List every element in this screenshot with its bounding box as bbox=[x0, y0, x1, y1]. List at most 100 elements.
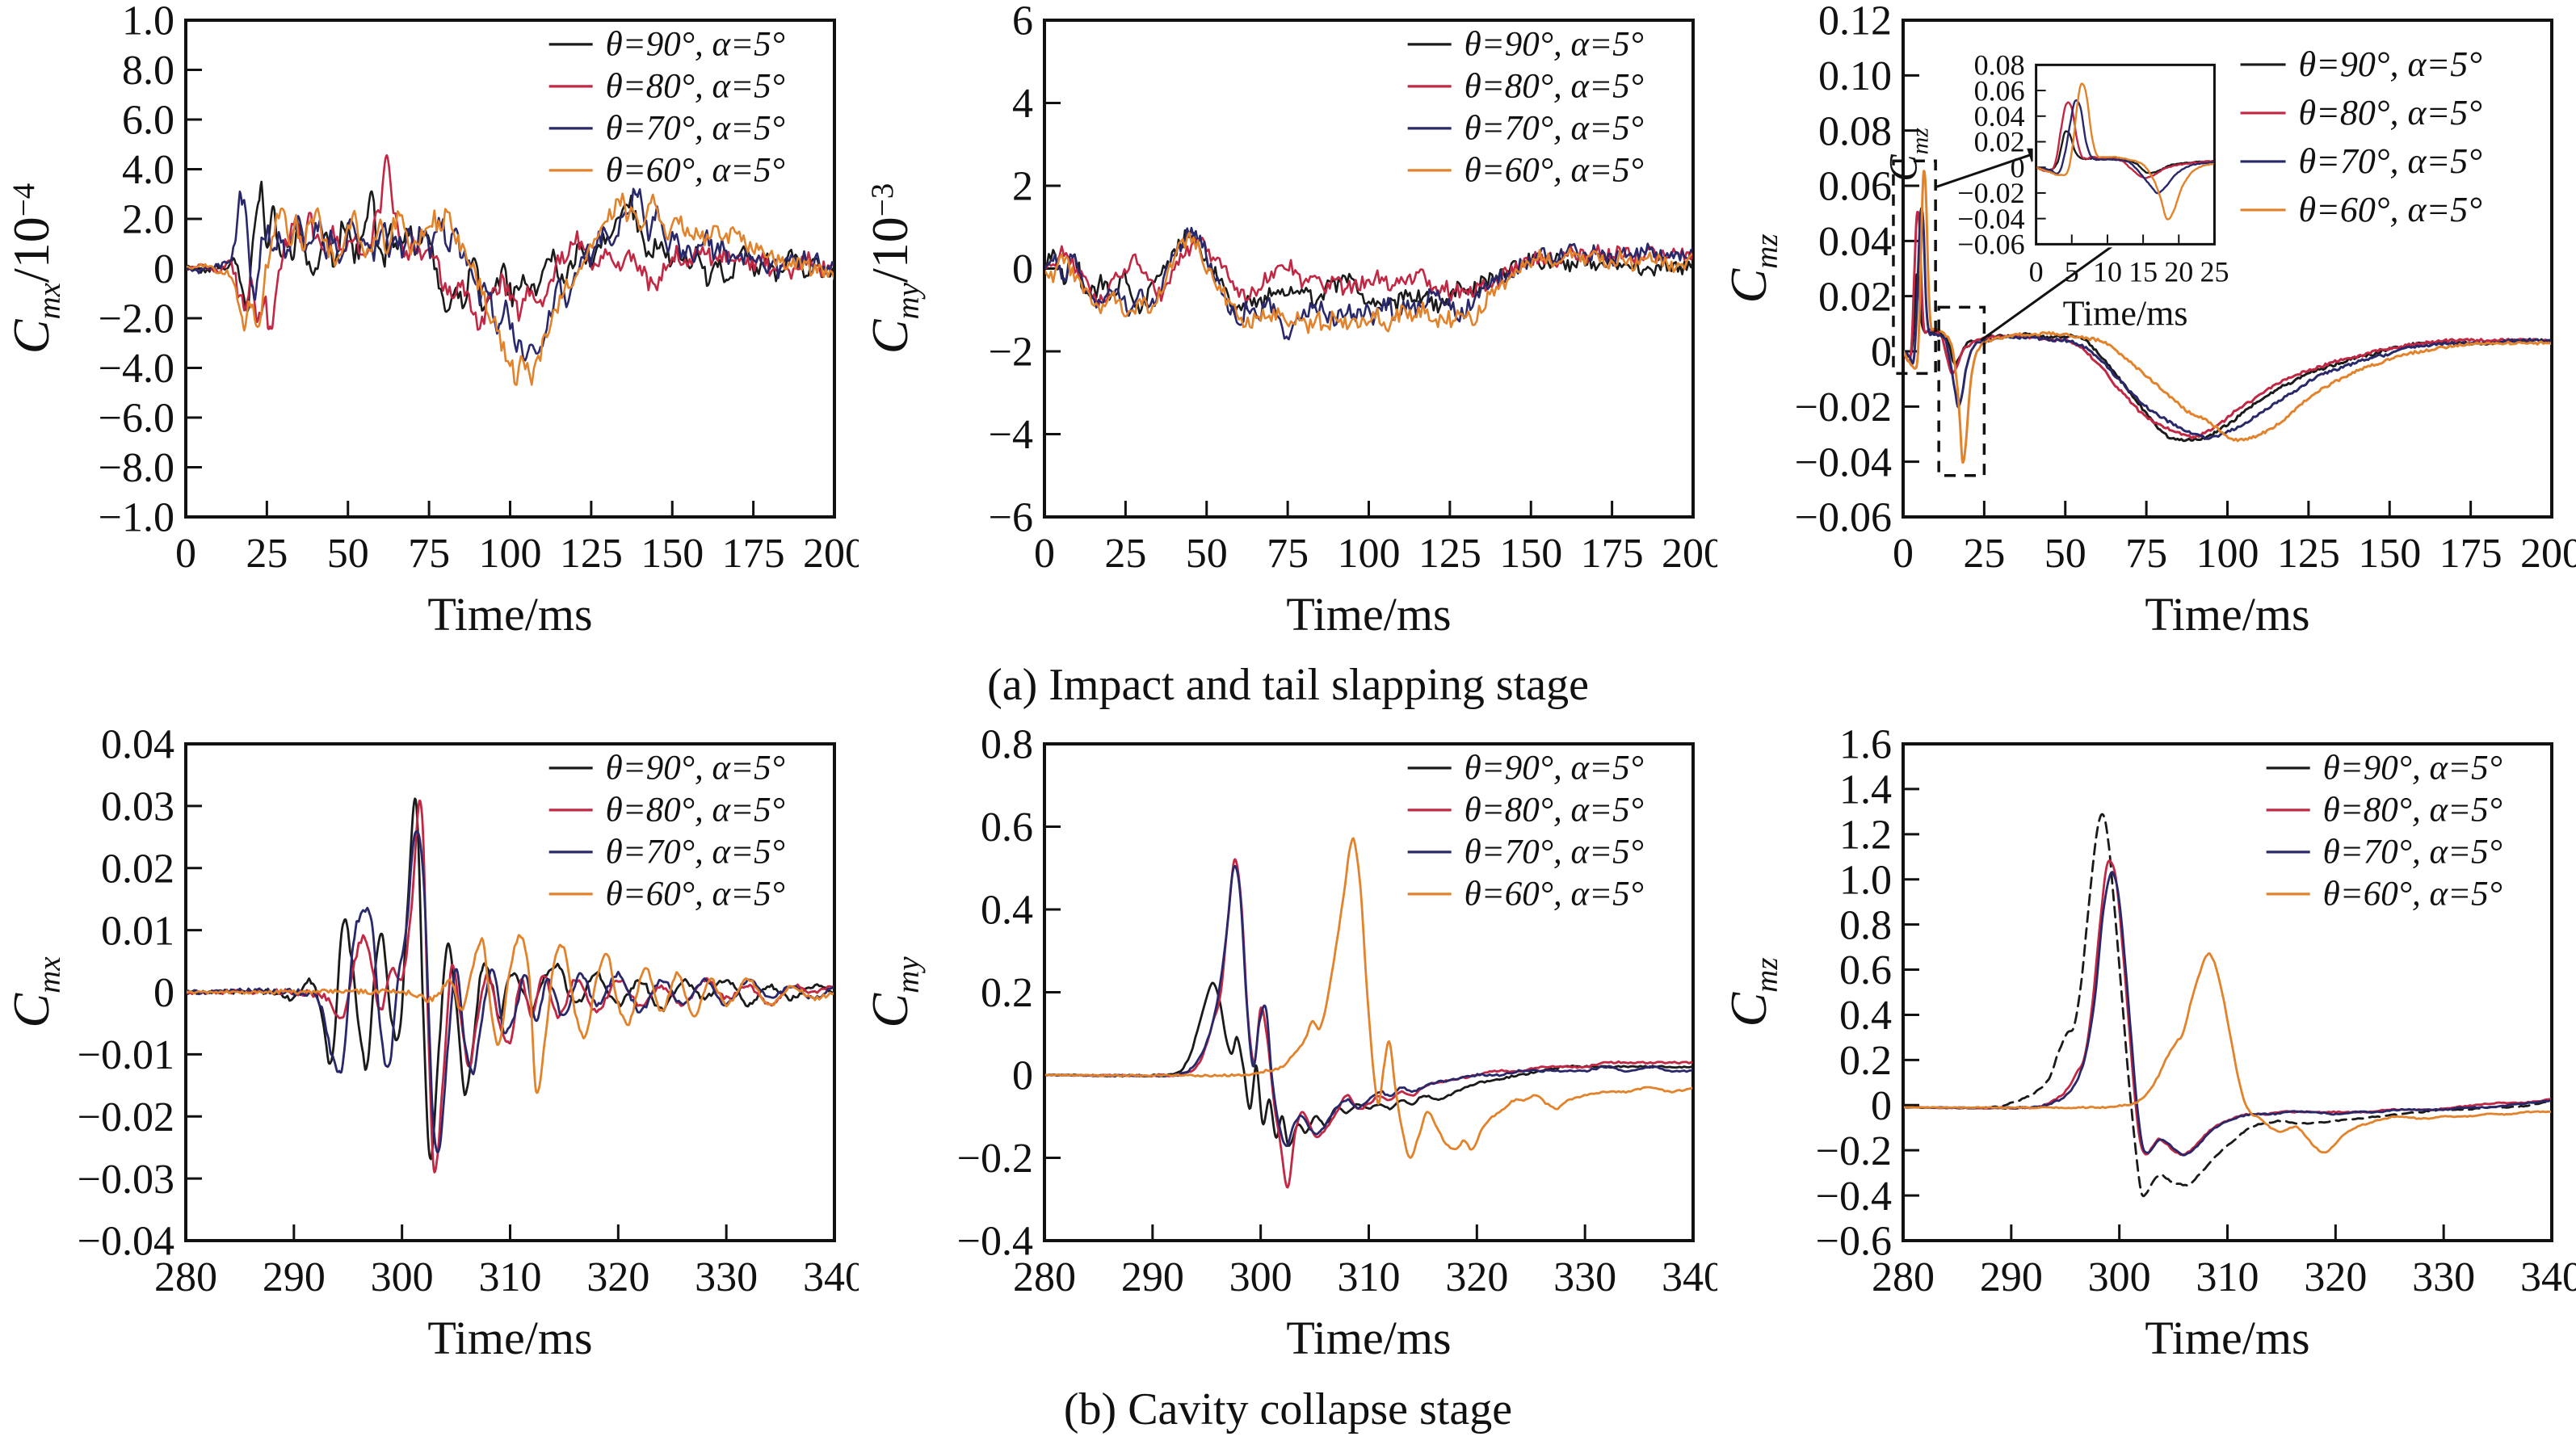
svg-text:0: 0 bbox=[1034, 531, 1055, 577]
svg-text:175: 175 bbox=[2439, 531, 2502, 577]
svg-text:0: 0 bbox=[1871, 1083, 1892, 1129]
axes bbox=[184, 742, 836, 1242]
svg-text:200: 200 bbox=[1662, 531, 1717, 577]
series-orange bbox=[1045, 231, 1692, 334]
svg-text:Time/ms: Time/ms bbox=[2145, 1312, 2309, 1364]
legend-label: θ=70°, α=5° bbox=[606, 110, 785, 148]
y-axis-label: Cmz bbox=[1720, 233, 1784, 303]
legend-label: θ=80°, α=5° bbox=[2323, 792, 2502, 830]
svg-text:280: 280 bbox=[1013, 1254, 1076, 1300]
svg-text:0.08: 0.08 bbox=[1818, 108, 1892, 154]
svg-text:−0.04: −0.04 bbox=[1957, 203, 2024, 235]
svg-text:Cmy: Cmy bbox=[861, 956, 926, 1028]
legend-label: θ=80°, α=5° bbox=[606, 68, 785, 106]
series-lines bbox=[1904, 813, 2551, 1198]
legend-label: θ=60°, α=5° bbox=[1464, 152, 1644, 190]
legend-label: θ=90°, α=5° bbox=[606, 26, 785, 64]
svg-text:300: 300 bbox=[1229, 1254, 1292, 1300]
svg-text:0.02: 0.02 bbox=[101, 846, 174, 892]
series-navy bbox=[1045, 226, 1692, 341]
svg-text:2: 2 bbox=[1012, 164, 1033, 210]
svg-text:50: 50 bbox=[1186, 531, 1228, 577]
svg-text:Cmz: Cmz bbox=[1720, 233, 1784, 303]
y-axis-label: Cmy bbox=[861, 956, 926, 1028]
legend-label: θ=70°, α=5° bbox=[1464, 834, 1644, 872]
series-navy bbox=[187, 187, 834, 362]
series-lines bbox=[1045, 226, 1692, 341]
series-black bbox=[1904, 813, 2551, 1198]
svg-text:150: 150 bbox=[1499, 531, 1562, 577]
svg-text:0.12: 0.12 bbox=[1818, 0, 1892, 44]
svg-text:0.04: 0.04 bbox=[1818, 219, 1892, 265]
svg-text:Cmz: Cmz bbox=[1720, 957, 1784, 1027]
panel-cmz-collapse: 1.6 1.4 1.2 1.0 0.8 0.6 0.4 0.2 0 −0.2 −0.4 −0.6 280… bbox=[1717, 724, 2576, 1370]
svg-text:10: 10 bbox=[2093, 255, 2122, 288]
svg-text:0.8: 0.8 bbox=[1839, 902, 1892, 948]
series-orange bbox=[187, 192, 834, 386]
series-red bbox=[2036, 101, 2214, 179]
svg-text:6: 6 bbox=[1012, 0, 1033, 44]
svg-text:100: 100 bbox=[479, 531, 542, 577]
svg-text:280: 280 bbox=[154, 1254, 217, 1300]
svg-text:Time/ms: Time/ms bbox=[1286, 588, 1451, 640]
axes bbox=[1043, 742, 1695, 1242]
svg-text:−0.6: −0.6 bbox=[1816, 1219, 1892, 1265]
svg-text:100: 100 bbox=[2196, 531, 2259, 577]
tick-labels: 1.61.41.21.00.80.60.40.20−0.2−0.4−0.6280… bbox=[1816, 724, 2576, 1364]
legend-label: θ=90°, α=5° bbox=[1464, 26, 1644, 64]
svg-text:330: 330 bbox=[1553, 1254, 1616, 1300]
svg-text:290: 290 bbox=[263, 1254, 326, 1300]
svg-text:340: 340 bbox=[1662, 1254, 1717, 1300]
panel-cmy-collapse: 0.8 0.6 0.4 0.2 0 −0.2 −0.4 280 290 300 310 320 330 3… bbox=[859, 724, 1717, 1370]
tick-labels: 1.08.06.04.02.00−2.0−4.0−6.0−8.0−1.00 25 5… bbox=[99, 0, 859, 640]
chart-cmx-impact: 1.08.06.04.02.00−2.0−4.0−6.0−8.0−1.00 25 5… bbox=[2, 0, 859, 640]
row-collapse-stage: 0.04 0.03 0.02 0.01 0 −0.01 −0.02 −0.03 −0.04 280… bbox=[0, 724, 2576, 1370]
legend-label: θ=70°, α=5° bbox=[606, 834, 785, 872]
tick-labels: 0.120.100.080.060.040.020−0.02−0.04−0.06… bbox=[1795, 0, 2576, 640]
chart-cmz-collapse: 1.61.41.21.00.80.60.40.20−0.2−0.4−0.6280… bbox=[1720, 724, 2576, 1364]
svg-text:150: 150 bbox=[641, 531, 704, 577]
svg-text:−4: −4 bbox=[989, 412, 1033, 458]
tick-marks bbox=[1902, 742, 2553, 1242]
svg-text:−0.4: −0.4 bbox=[957, 1219, 1033, 1265]
svg-text:−1.0: −1.0 bbox=[99, 495, 174, 541]
svg-text:320: 320 bbox=[1445, 1254, 1508, 1300]
panel-cmx-impact: 1.0 8.0 6.0 4.0 2.0 0 −2.0 −4.0 −6.0 −8.0 −1.0 0 25 5… bbox=[0, 0, 859, 646]
svg-text:25: 25 bbox=[246, 531, 288, 577]
svg-text:4.0: 4.0 bbox=[122, 147, 174, 193]
series-orange bbox=[1045, 837, 1692, 1159]
svg-text:Cmy/10−3: Cmy/10−3 bbox=[861, 183, 926, 354]
svg-text:0: 0 bbox=[2029, 255, 2044, 288]
svg-text:340: 340 bbox=[803, 1254, 859, 1300]
svg-text:8.0: 8.0 bbox=[122, 48, 174, 94]
svg-text:310: 310 bbox=[1338, 1254, 1401, 1300]
series-orange bbox=[187, 934, 834, 1094]
svg-text:200: 200 bbox=[2520, 531, 2576, 577]
legend-label: θ=70°, α=5° bbox=[2323, 834, 2502, 872]
svg-text:Time/ms: Time/ms bbox=[1286, 1312, 1451, 1364]
svg-text:0: 0 bbox=[1871, 330, 1892, 376]
svg-text:0.4: 0.4 bbox=[981, 888, 1033, 934]
y-axis-label: Cmx bbox=[2, 956, 67, 1028]
series-orange bbox=[2036, 82, 2214, 220]
legend: θ=90°, α=5° θ=80°, α=5° θ=70°, α=5° θ=60°, … bbox=[2266, 750, 2502, 914]
svg-text:340: 340 bbox=[2520, 1254, 2576, 1300]
legend-label: θ=60°, α=5° bbox=[2299, 190, 2482, 229]
svg-text:0: 0 bbox=[153, 970, 174, 1016]
y-axis-label: Cmx/10−4 bbox=[2, 183, 67, 354]
svg-text:−0.04: −0.04 bbox=[78, 1219, 174, 1265]
y-axis-label: Cmz bbox=[1881, 128, 1934, 182]
svg-text:100: 100 bbox=[1338, 531, 1401, 577]
inset-chart: 0.080.060.040.020−0.02−0.04−0.060 5 10 15 20… bbox=[1881, 49, 2229, 334]
legend-label: θ=60°, α=5° bbox=[606, 876, 785, 914]
svg-text:125: 125 bbox=[2277, 531, 2340, 577]
legend: θ=90°, α=5° θ=80°, α=5° θ=70°, α=5° θ=60°, … bbox=[1407, 750, 1644, 914]
axes bbox=[1902, 19, 2553, 519]
series-orange bbox=[1904, 170, 2551, 464]
svg-text:0.08: 0.08 bbox=[1974, 49, 2025, 82]
series-red bbox=[1045, 237, 1692, 309]
svg-text:Time/ms: Time/ms bbox=[2145, 588, 2309, 640]
